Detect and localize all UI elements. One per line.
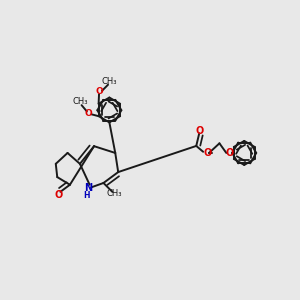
Text: CH₃: CH₃ xyxy=(106,189,122,198)
Text: O: O xyxy=(96,87,104,96)
Text: H: H xyxy=(84,191,90,200)
Text: CH₃: CH₃ xyxy=(102,77,117,86)
Text: O: O xyxy=(226,148,234,158)
Text: O: O xyxy=(85,109,92,118)
Text: CH₃: CH₃ xyxy=(72,97,88,106)
Text: O: O xyxy=(195,126,203,136)
Text: O: O xyxy=(55,190,63,200)
Text: O: O xyxy=(203,148,212,158)
Text: N: N xyxy=(84,183,92,193)
